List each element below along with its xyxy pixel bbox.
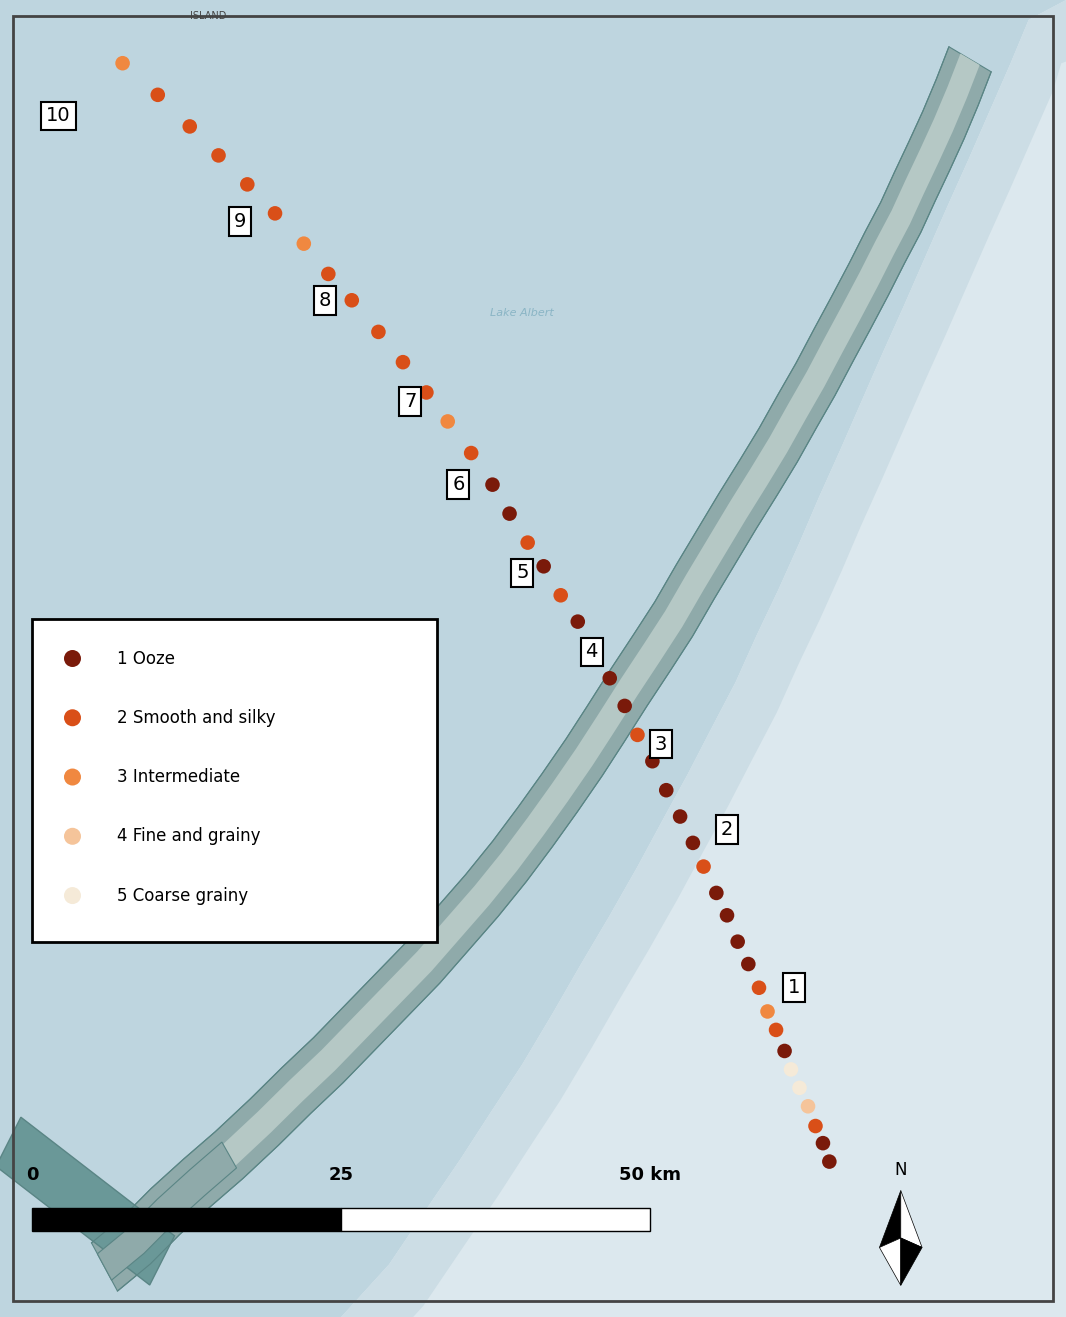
Point — [807, 1115, 824, 1137]
Point — [114, 53, 131, 74]
Point — [695, 856, 712, 877]
Point — [782, 1059, 800, 1080]
Point — [552, 585, 569, 606]
Point — [439, 411, 456, 432]
Text: N: N — [894, 1162, 907, 1179]
Text: 2: 2 — [721, 820, 733, 839]
Point — [64, 648, 81, 669]
Point — [586, 641, 603, 662]
Point — [718, 905, 736, 926]
Polygon shape — [98, 54, 980, 1277]
Text: 4 Fine and grainy: 4 Fine and grainy — [117, 827, 261, 846]
Polygon shape — [92, 46, 991, 1291]
Point — [535, 556, 552, 577]
Polygon shape — [0, 1117, 175, 1285]
Point — [149, 84, 166, 105]
Text: 3 Intermediate: 3 Intermediate — [117, 768, 241, 786]
Point — [800, 1096, 817, 1117]
Point — [601, 668, 618, 689]
Point — [210, 145, 227, 166]
Text: 8: 8 — [319, 291, 332, 309]
Text: 5: 5 — [516, 564, 529, 582]
Point — [569, 611, 586, 632]
Point — [644, 751, 661, 772]
Text: 1: 1 — [788, 979, 801, 997]
Text: 1 Ooze: 1 Ooze — [117, 649, 175, 668]
Point — [64, 707, 81, 728]
Text: ISLAND: ISLAND — [190, 11, 226, 21]
Point — [370, 321, 387, 342]
Polygon shape — [97, 1142, 237, 1280]
Point — [239, 174, 256, 195]
Text: 9: 9 — [233, 212, 246, 230]
Point — [295, 233, 312, 254]
Point — [266, 203, 284, 224]
Point — [616, 695, 633, 716]
Point — [64, 766, 81, 788]
Bar — [341, 1208, 650, 1231]
Point — [791, 1077, 808, 1098]
Polygon shape — [879, 1191, 901, 1247]
Polygon shape — [341, 0, 1066, 1317]
Text: 25: 25 — [328, 1166, 354, 1184]
Point — [519, 532, 536, 553]
Point — [750, 977, 768, 998]
Point — [463, 443, 480, 464]
Text: 7: 7 — [404, 392, 417, 411]
Point — [64, 826, 81, 847]
Polygon shape — [901, 1191, 922, 1247]
Point — [658, 780, 675, 801]
Point — [629, 724, 646, 745]
Point — [740, 954, 757, 975]
Point — [684, 832, 701, 853]
Point — [64, 885, 81, 906]
Point — [418, 382, 435, 403]
Text: 5 Coarse grainy: 5 Coarse grainy — [117, 886, 248, 905]
Point — [729, 931, 746, 952]
Point — [484, 474, 501, 495]
Point — [672, 806, 689, 827]
Text: 6: 6 — [452, 475, 465, 494]
Point — [181, 116, 198, 137]
Text: Lake Albert: Lake Albert — [490, 308, 554, 319]
Point — [759, 1001, 776, 1022]
Text: 10: 10 — [46, 107, 71, 125]
Text: 2 Smooth and silky: 2 Smooth and silky — [117, 709, 276, 727]
Text: 4: 4 — [585, 643, 598, 661]
Point — [776, 1040, 793, 1062]
Text: 50 km: 50 km — [619, 1166, 681, 1184]
Point — [768, 1019, 785, 1040]
Polygon shape — [901, 1238, 922, 1285]
Point — [814, 1133, 831, 1154]
Polygon shape — [879, 1238, 901, 1285]
Point — [501, 503, 518, 524]
Text: 3: 3 — [655, 735, 667, 753]
Point — [320, 263, 337, 284]
Point — [821, 1151, 838, 1172]
Point — [394, 352, 411, 373]
Bar — [32, 1208, 341, 1231]
Polygon shape — [341, 0, 1066, 1317]
Point — [343, 290, 360, 311]
Bar — [32, 619, 437, 942]
Point — [708, 882, 725, 903]
Text: 0: 0 — [26, 1166, 38, 1184]
